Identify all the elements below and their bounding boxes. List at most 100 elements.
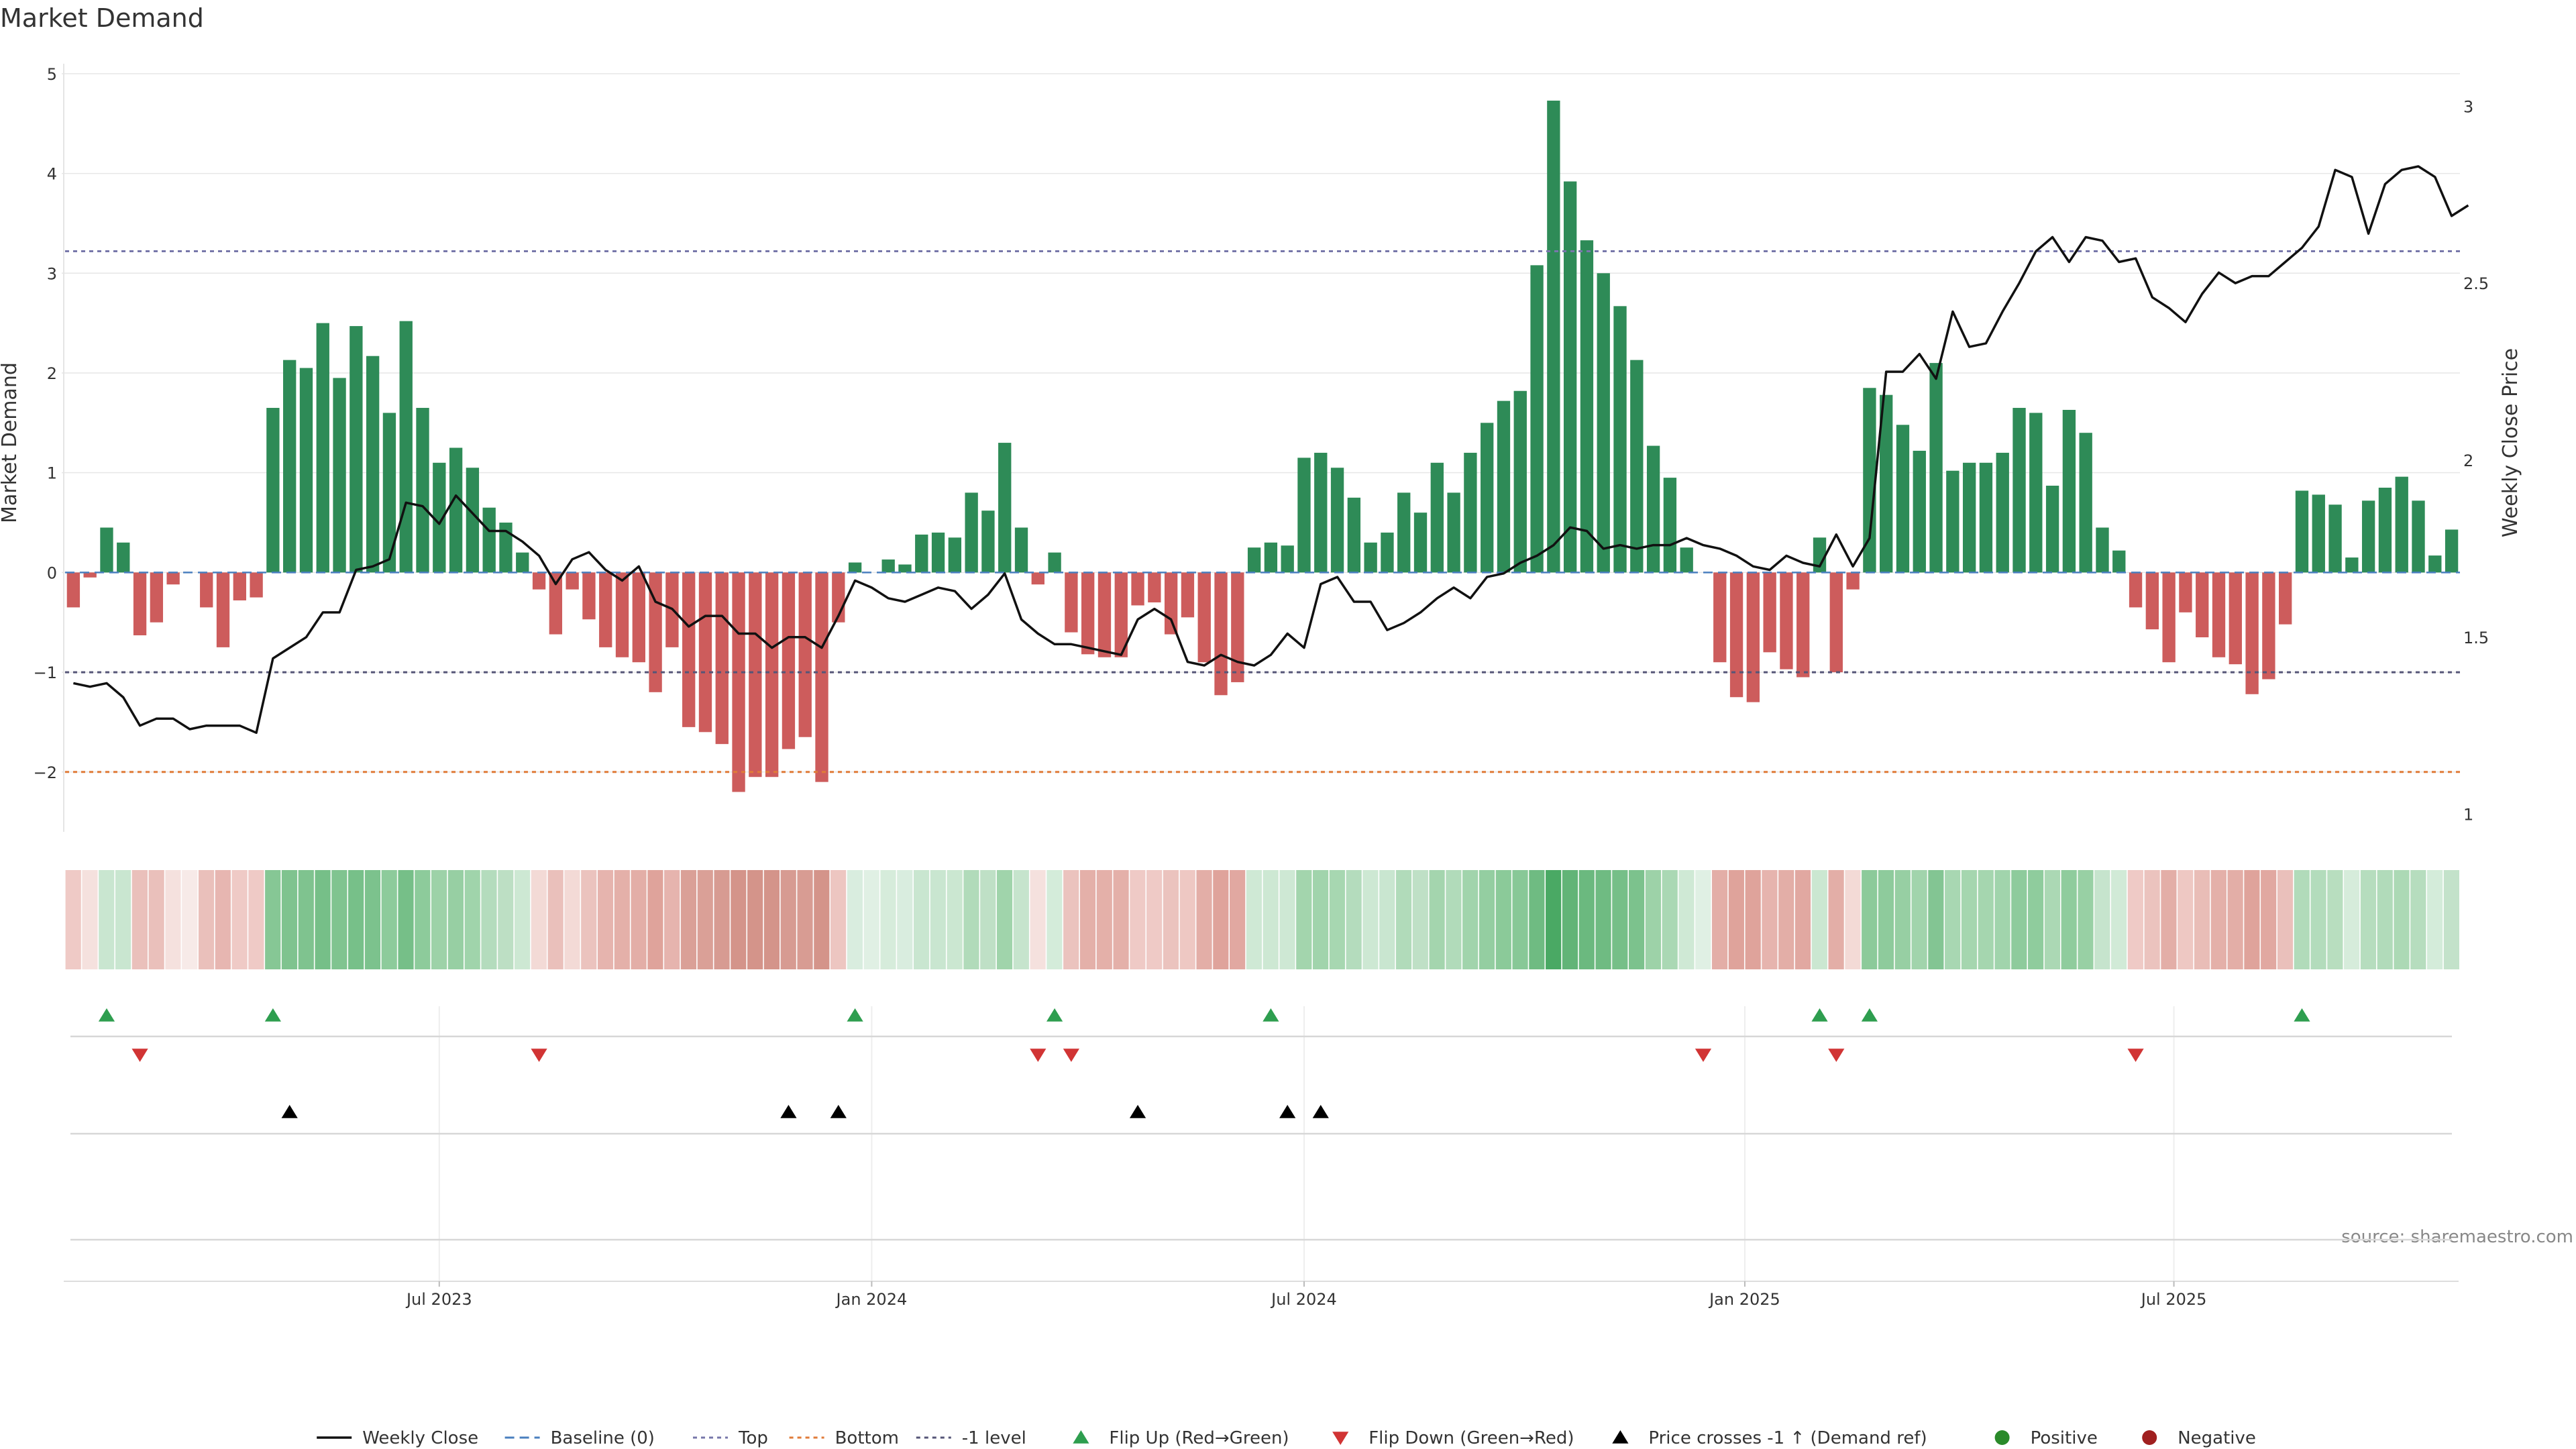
strip-cell <box>714 870 730 969</box>
strip-cell <box>930 870 946 969</box>
strip-cell <box>398 870 414 969</box>
flip-down-marker <box>1030 1049 1046 1062</box>
demand-bar <box>2279 572 2292 625</box>
chart-title: Market Demand <box>0 3 204 33</box>
strip-cell <box>1529 870 1545 969</box>
strip-cell <box>2178 870 2194 969</box>
strip-cell <box>814 870 830 969</box>
price-cross-marker <box>1279 1105 1296 1118</box>
demand-bar <box>599 572 612 647</box>
y2-tick-label: 3 <box>2463 97 2473 116</box>
demand-bar <box>532 572 546 590</box>
demand-bar <box>399 321 413 573</box>
demand-bar <box>1513 390 1527 573</box>
legend-entry: Flip Up (Red→Green) <box>1073 1428 1289 1448</box>
demand-bar <box>2012 408 2026 573</box>
x-tick-label: Jul 2024 <box>1270 1290 1337 1309</box>
strip-cell <box>65 870 81 969</box>
legend-swatch <box>1994 1430 2010 1445</box>
strip-cell <box>1595 870 1611 969</box>
demand-bar <box>732 572 745 792</box>
demand-bar <box>1713 572 1727 663</box>
strip-cell <box>2161 870 2177 969</box>
x-tick-label: Jan 2024 <box>835 1290 908 1309</box>
strip-cell <box>1911 870 1927 969</box>
strip-cell <box>631 870 647 969</box>
strip-cell <box>514 870 531 969</box>
demand-bar <box>316 323 329 573</box>
demand-bar <box>1796 572 1810 678</box>
strip-cell <box>1030 870 1046 969</box>
strip-cell <box>2110 870 2127 969</box>
demand-bar <box>166 572 180 585</box>
demand-bar <box>1381 532 1394 573</box>
flip-down-marker <box>131 1049 148 1062</box>
strip-cell <box>2094 870 2110 969</box>
demand-bar <box>66 572 80 608</box>
demand-bar <box>1430 462 1444 573</box>
demand-bar <box>2162 572 2176 663</box>
legend-label: Flip Down (Green→Red) <box>1368 1428 1574 1448</box>
demand-bar <box>117 542 130 573</box>
y-tick-label: 0 <box>47 564 57 582</box>
demand-bar <box>1780 572 1793 669</box>
strip-cell <box>1845 870 1861 969</box>
strip-cell <box>1296 870 1312 969</box>
strip-cell <box>1346 870 1362 969</box>
legend-swatch <box>1073 1430 1089 1444</box>
strip-cell <box>2360 870 2377 969</box>
legend-entry: Price crosses -1 ↑ (Demand ref) <box>1612 1428 1927 1448</box>
demand-bar <box>1464 452 1477 573</box>
demand-bar <box>1646 445 1660 573</box>
legend-label: Baseline (0) <box>551 1428 655 1448</box>
demand-bar <box>1913 450 1926 573</box>
legend-label: Top <box>738 1428 768 1448</box>
strip-cell <box>1130 870 1146 969</box>
legend-entry: Negative <box>2142 1428 2256 1448</box>
strip-cell <box>1395 870 1412 969</box>
y-tick-label: 5 <box>47 65 57 84</box>
strip-cell <box>148 870 164 969</box>
strip-cell <box>1113 870 1129 969</box>
y-tick-label: −2 <box>34 763 57 782</box>
flip-down-marker <box>1828 1049 1845 1062</box>
strip-cell <box>1994 870 2010 969</box>
price-cross-marker <box>830 1105 847 1118</box>
demand-bar <box>233 572 246 601</box>
price-cross-marker <box>1312 1105 1329 1118</box>
demand-bar <box>350 326 363 573</box>
strip-cell <box>82 870 98 969</box>
legend-entry: -1 level <box>916 1428 1026 1448</box>
demand-bar <box>1164 572 1178 635</box>
strip-cell <box>2294 870 2310 969</box>
strip-cell <box>1578 870 1595 969</box>
demand-bar <box>1297 458 1311 573</box>
strip-cell <box>1495 870 1511 969</box>
demand-bar <box>2378 487 2392 573</box>
demand-bar <box>1962 462 1976 573</box>
demand-bar <box>549 572 563 635</box>
flip-up-marker <box>2294 1008 2310 1022</box>
strip-cell <box>447 870 464 969</box>
demand-bar <box>2212 572 2226 657</box>
demand-bar <box>1197 572 1211 663</box>
y-axis-title: Market Demand <box>0 362 21 523</box>
strip-cell <box>1179 870 1195 969</box>
demand-bar <box>1547 101 1560 573</box>
demand-bar <box>2245 572 2259 694</box>
demand-bar <box>815 572 828 782</box>
demand-bar <box>2045 486 2059 573</box>
demand-bar <box>416 408 429 573</box>
demand-bar <box>133 572 147 636</box>
strip-cell <box>680 870 697 969</box>
strip-cell <box>348 870 364 969</box>
y-tick-label: 1 <box>47 464 57 483</box>
strip-cell <box>2044 870 2060 969</box>
flip-up-marker <box>847 1008 863 1022</box>
demand-bar <box>100 527 113 573</box>
strip-cell <box>1894 870 1911 969</box>
strip-cell <box>1479 870 1495 969</box>
demand-bar <box>1563 181 1577 573</box>
demand-bar <box>898 564 912 573</box>
strip-cell <box>1263 870 1279 969</box>
